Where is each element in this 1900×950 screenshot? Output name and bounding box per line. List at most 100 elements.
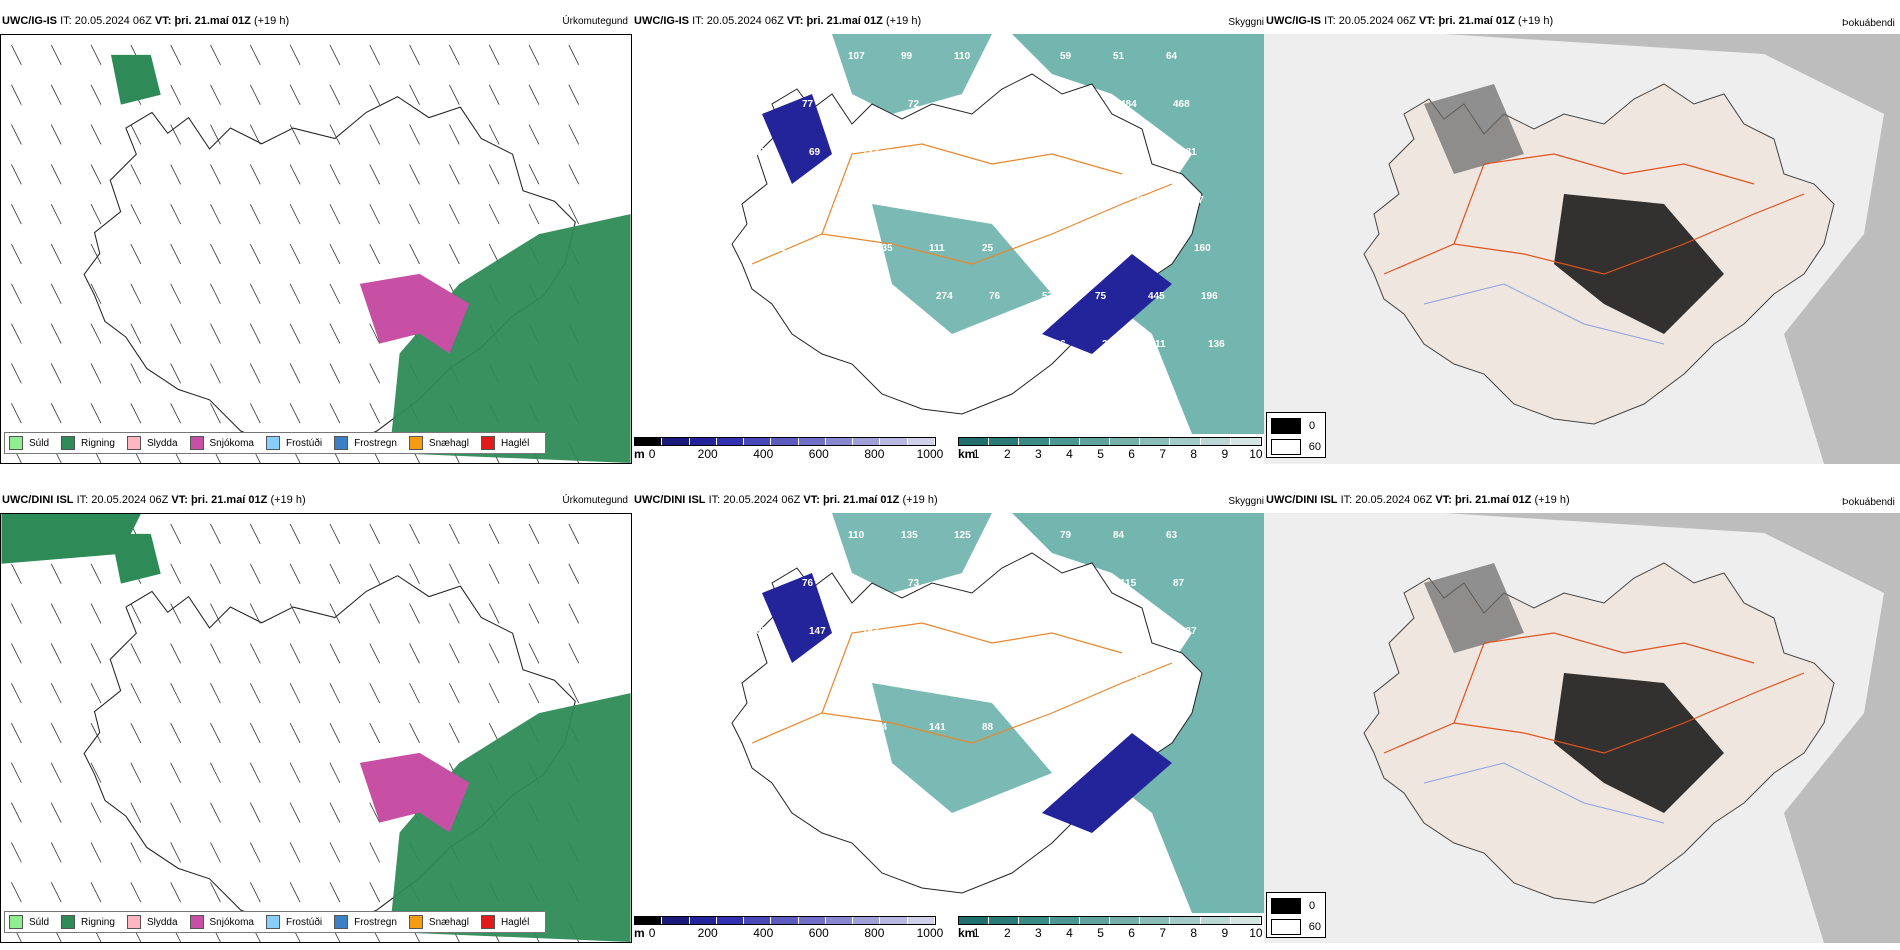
wind-barb bbox=[369, 84, 381, 105]
wind-barb bbox=[90, 44, 102, 66]
cloud-base-label: 30 bbox=[975, 195, 987, 206]
wind-barb bbox=[249, 722, 261, 744]
wind-barb bbox=[50, 323, 62, 344]
fog-legend-swatch bbox=[1271, 919, 1301, 935]
cloud-base-label: 196 bbox=[1201, 291, 1218, 302]
wind-barb bbox=[210, 363, 221, 384]
wind-barb bbox=[90, 683, 102, 704]
cloud-base-label: 109 bbox=[795, 51, 812, 62]
product-type: Úrkomutegund bbox=[562, 495, 628, 506]
wind-barb bbox=[329, 643, 341, 664]
colorbar-segment bbox=[907, 917, 935, 924]
legend-label: Frostregn bbox=[354, 916, 397, 928]
wind-barb bbox=[449, 563, 460, 584]
wind-barb bbox=[50, 842, 62, 863]
wind-barb bbox=[11, 643, 22, 664]
wind-barb bbox=[289, 323, 301, 344]
colorbar-segment bbox=[853, 917, 881, 924]
wind-barb bbox=[50, 643, 62, 664]
wind-barb bbox=[369, 44, 381, 66]
snow-area bbox=[359, 752, 470, 833]
cloud-base-label: 237 bbox=[1180, 626, 1197, 637]
colorbar-tick: 8 bbox=[1190, 447, 1198, 461]
wind-barb bbox=[210, 603, 221, 624]
legend-swatch bbox=[9, 436, 23, 450]
cloud-base-label: 81 bbox=[855, 578, 867, 589]
wind-barb bbox=[289, 164, 301, 185]
wind-barb bbox=[289, 403, 301, 424]
colorbar-segment bbox=[880, 438, 908, 445]
wind-barb bbox=[50, 882, 62, 903]
wind-barb bbox=[409, 84, 420, 105]
wind-barb bbox=[170, 842, 181, 863]
colorbar-tick: 400 bbox=[753, 447, 774, 461]
legend-item: Frostúði bbox=[265, 915, 322, 929]
colorbar-ticks: 1 2 3 4 5 6 7 8 9 10 bbox=[958, 447, 1263, 461]
wind-barb bbox=[130, 204, 142, 225]
wind-barb bbox=[329, 762, 341, 783]
wind-barb bbox=[249, 762, 261, 783]
wind-barb bbox=[369, 164, 381, 185]
colorbar-segment bbox=[1170, 917, 1201, 924]
wind-barb bbox=[130, 882, 142, 903]
cloud-base-label: 134 bbox=[968, 147, 985, 158]
cloud-base-label: 57 bbox=[961, 99, 973, 110]
cloud-base-label: 230 bbox=[1141, 243, 1158, 254]
cloud-base-label: 79 bbox=[1060, 530, 1072, 541]
wind-barb bbox=[249, 363, 261, 384]
colorbar-segment bbox=[1200, 917, 1231, 924]
river-network bbox=[1423, 283, 1665, 345]
cloud-base-label: 22 bbox=[1134, 195, 1146, 206]
colorbar-tick: 400 bbox=[753, 926, 774, 940]
wind-barb bbox=[11, 603, 22, 624]
colorbar-segments bbox=[958, 916, 1262, 925]
wind-barb bbox=[210, 44, 221, 66]
wind-barb bbox=[249, 124, 261, 145]
legend-label: Súld bbox=[29, 437, 50, 449]
colorbar-segments bbox=[958, 437, 1262, 446]
wind-barb bbox=[170, 44, 181, 66]
cloud-base-label: 75 bbox=[1095, 291, 1107, 302]
cloud-base-label: 118 bbox=[784, 339, 801, 350]
wind-barb bbox=[11, 84, 22, 105]
wind-barb bbox=[488, 643, 500, 664]
wind-barb bbox=[289, 882, 301, 903]
wind-barb bbox=[90, 762, 102, 783]
wind-barb bbox=[50, 603, 62, 624]
row-2-cloud-panel: UWC/DINI ISL IT: 20.05.2024 06Z VT: þri.… bbox=[632, 493, 1264, 943]
cloud-base-label: 69 bbox=[809, 147, 821, 158]
wind-barb bbox=[210, 403, 221, 424]
legend-label: Slydda bbox=[146, 916, 178, 928]
wind-barb bbox=[130, 283, 142, 304]
wind-barb bbox=[130, 323, 142, 344]
wind-barb bbox=[449, 204, 460, 225]
cloud-base-label: 66 bbox=[922, 674, 934, 685]
legend-item: Slydda bbox=[126, 915, 178, 929]
wind-barb bbox=[50, 243, 62, 265]
colorbar-segments bbox=[634, 916, 936, 925]
wind-barb bbox=[289, 243, 301, 265]
colorbar-segment bbox=[959, 438, 990, 445]
wind-barb bbox=[170, 643, 181, 664]
cloud-base-label: 96 bbox=[749, 578, 761, 589]
wind-barb bbox=[210, 523, 221, 545]
legend-item: Haglél bbox=[480, 436, 530, 450]
wind-barb bbox=[210, 762, 221, 783]
cloud-base-label: 77 bbox=[802, 99, 814, 110]
cloud-base-label: 76 bbox=[802, 578, 814, 589]
wind-barb bbox=[249, 523, 261, 545]
cloud-base-label: 147 bbox=[809, 626, 826, 637]
colorbar-ticks: 0 200 400 600 800 1000 bbox=[634, 926, 944, 940]
cloud-base-label: 94 bbox=[1127, 626, 1139, 637]
wind-barb bbox=[130, 403, 142, 424]
colorbar-ticks: 1 2 3 4 5 6 7 8 9 10 bbox=[958, 926, 1263, 940]
fog-legend-value: 60 bbox=[1308, 441, 1321, 453]
cloud-base-label: 31 bbox=[823, 722, 835, 733]
wind-barb bbox=[568, 84, 580, 105]
cloud-base-label: 517 bbox=[763, 195, 780, 206]
colorbar-segment bbox=[798, 438, 826, 445]
cloud-base-label: 130 bbox=[1081, 674, 1098, 685]
colorbar-segment bbox=[716, 438, 745, 445]
colorbar-tick: 3 bbox=[1035, 447, 1042, 461]
legend-label: Haglél bbox=[500, 437, 530, 449]
